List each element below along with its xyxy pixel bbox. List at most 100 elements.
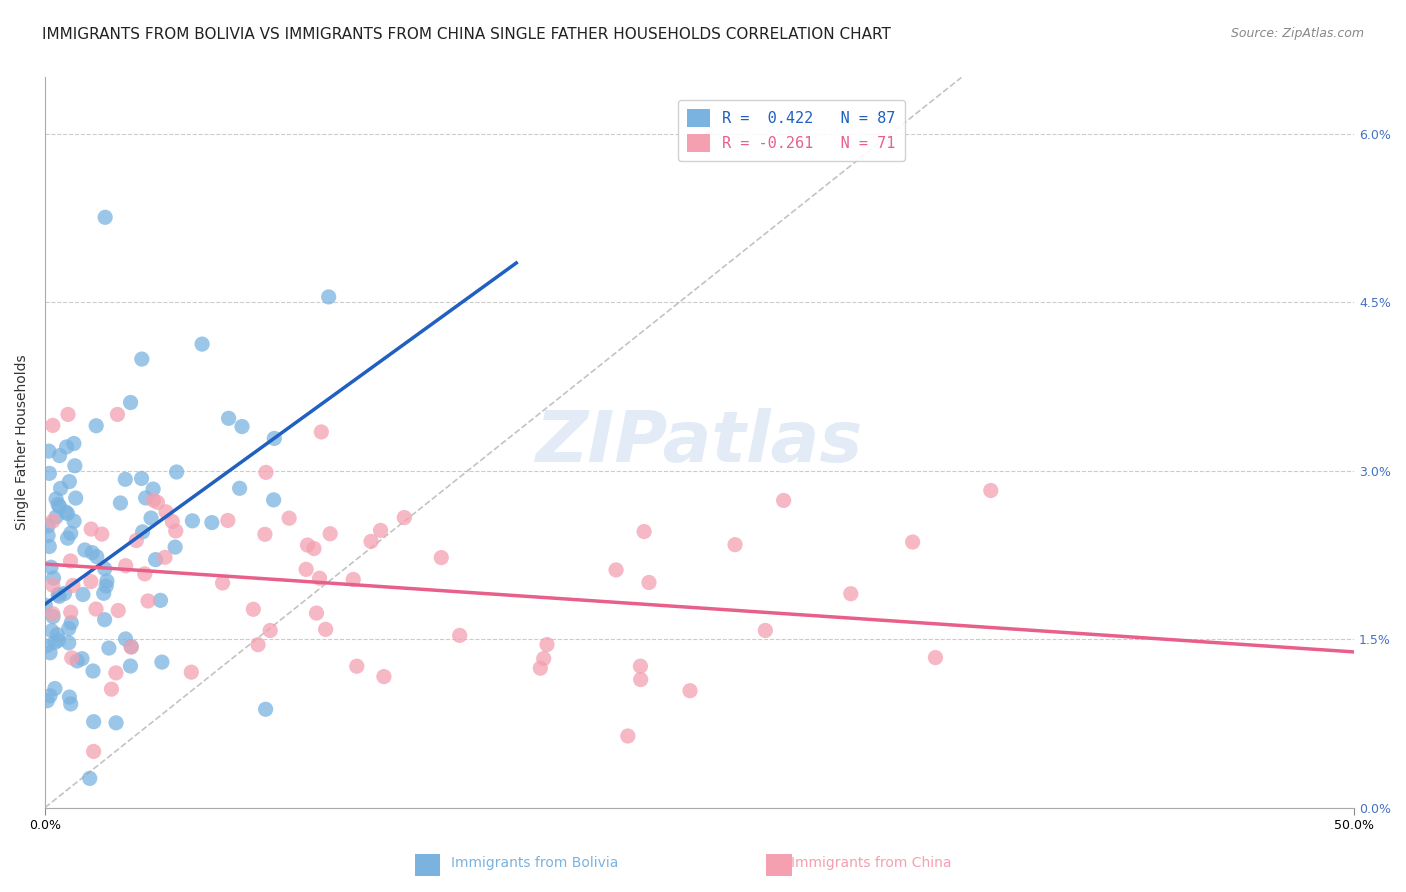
Immigrants from China: [360, 534, 382, 549]
Immigrants from Bolivia: [70, 651, 93, 665]
Immigrants from Bolivia: [37, 694, 59, 708]
Immigrants from Bolivia: [135, 491, 157, 505]
Text: ZIPatlas: ZIPatlas: [536, 408, 863, 477]
Immigrants from China: [724, 538, 747, 552]
Immigrants from China: [319, 526, 342, 541]
Immigrants from Bolivia: [93, 613, 115, 627]
Immigrants from Bolivia: [131, 524, 153, 539]
Immigrants from China: [42, 607, 65, 621]
Immigrants from Bolivia: [58, 475, 80, 489]
Immigrants from Bolivia: [254, 702, 277, 716]
Immigrants from Bolivia: [48, 449, 70, 463]
Immigrants from China: [136, 594, 159, 608]
Immigrants from Bolivia: [96, 579, 118, 593]
Immigrants from Bolivia: [63, 436, 86, 450]
Immigrants from Bolivia: [120, 640, 142, 654]
Immigrants from Bolivia: [46, 498, 69, 512]
Immigrants from Bolivia: [93, 562, 115, 576]
Immigrants from China: [153, 550, 176, 565]
Immigrants from Bolivia: [72, 587, 94, 601]
Immigrants from Bolivia: [55, 505, 77, 519]
Immigrants from Bolivia: [39, 689, 62, 703]
Immigrants from China: [295, 562, 318, 576]
Immigrants from China: [679, 683, 702, 698]
Immigrants from China: [56, 408, 79, 422]
Immigrants from China: [370, 524, 392, 538]
Immigrants from Bolivia: [34, 598, 56, 612]
Immigrants from China: [242, 602, 264, 616]
Immigrants from China: [254, 466, 277, 480]
Immigrants from Bolivia: [181, 514, 204, 528]
Immigrants from China: [62, 578, 84, 592]
Immigrants from China: [83, 744, 105, 758]
Immigrants from Bolivia: [44, 635, 66, 649]
Immigrants from China: [630, 673, 652, 687]
Immigrants from China: [638, 575, 661, 590]
Immigrants from China: [165, 524, 187, 538]
Immigrants from Bolivia: [63, 514, 86, 528]
Immigrants from China: [155, 505, 177, 519]
Immigrants from China: [42, 418, 65, 433]
Immigrants from Bolivia: [131, 471, 153, 485]
Immigrants from China: [59, 605, 82, 619]
Immigrants from China: [901, 535, 924, 549]
Immigrants from China: [529, 661, 551, 675]
Immigrants from Bolivia: [82, 664, 104, 678]
Immigrants from Bolivia: [58, 622, 80, 636]
Immigrants from China: [107, 408, 129, 422]
Immigrants from Bolivia: [65, 491, 87, 505]
Immigrants from China: [42, 578, 65, 592]
Immigrants from China: [104, 665, 127, 680]
Immigrants from Bolivia: [59, 526, 82, 541]
Immigrants from Bolivia: [82, 546, 104, 560]
Immigrants from China: [84, 602, 107, 616]
Immigrants from China: [311, 425, 333, 439]
Immigrants from Bolivia: [120, 395, 142, 409]
Immigrants from Bolivia: [45, 510, 67, 524]
Immigrants from Bolivia: [73, 543, 96, 558]
Immigrants from China: [315, 623, 337, 637]
Immigrants from China: [134, 566, 156, 581]
Legend: R =  0.422   N = 87, R = -0.261   N = 71: R = 0.422 N = 87, R = -0.261 N = 71: [678, 100, 904, 161]
Immigrants from Bolivia: [48, 633, 70, 648]
Immigrants from Bolivia: [318, 290, 340, 304]
Immigrants from Bolivia: [166, 465, 188, 479]
Immigrants from China: [980, 483, 1002, 498]
Immigrants from China: [605, 563, 627, 577]
Immigrants from China: [180, 665, 202, 680]
Immigrants from Bolivia: [114, 472, 136, 486]
Immigrants from China: [80, 522, 103, 536]
Immigrants from China: [617, 729, 640, 743]
Immigrants from Bolivia: [231, 419, 253, 434]
Immigrants from Bolivia: [42, 571, 65, 585]
Immigrants from Bolivia: [49, 482, 72, 496]
Immigrants from Bolivia: [38, 444, 60, 458]
Immigrants from Bolivia: [150, 655, 173, 669]
Immigrants from Bolivia: [45, 491, 67, 506]
Immigrants from China: [42, 514, 65, 528]
Immigrants from Bolivia: [38, 540, 60, 554]
Immigrants from Bolivia: [263, 432, 285, 446]
Immigrants from Bolivia: [142, 482, 165, 496]
Immigrants from China: [302, 541, 325, 556]
Immigrants from Bolivia: [191, 337, 214, 351]
Immigrants from Bolivia: [83, 714, 105, 729]
Immigrants from Bolivia: [84, 418, 107, 433]
Immigrants from Bolivia: [59, 697, 82, 711]
Immigrants from China: [162, 515, 184, 529]
Immigrants from China: [628, 659, 651, 673]
Immigrants from China: [449, 628, 471, 642]
Immigrants from China: [114, 558, 136, 573]
Immigrants from Bolivia: [263, 492, 285, 507]
Immigrants from Bolivia: [165, 540, 187, 554]
Immigrants from China: [247, 638, 270, 652]
Immigrants from China: [772, 493, 794, 508]
Text: Source: ZipAtlas.com: Source: ZipAtlas.com: [1230, 27, 1364, 40]
Immigrants from China: [924, 650, 946, 665]
Immigrants from China: [107, 603, 129, 617]
Immigrants from Bolivia: [35, 639, 58, 653]
Immigrants from China: [373, 670, 395, 684]
Immigrants from Bolivia: [120, 659, 142, 673]
Immigrants from Bolivia: [110, 496, 132, 510]
Immigrants from China: [80, 574, 103, 589]
